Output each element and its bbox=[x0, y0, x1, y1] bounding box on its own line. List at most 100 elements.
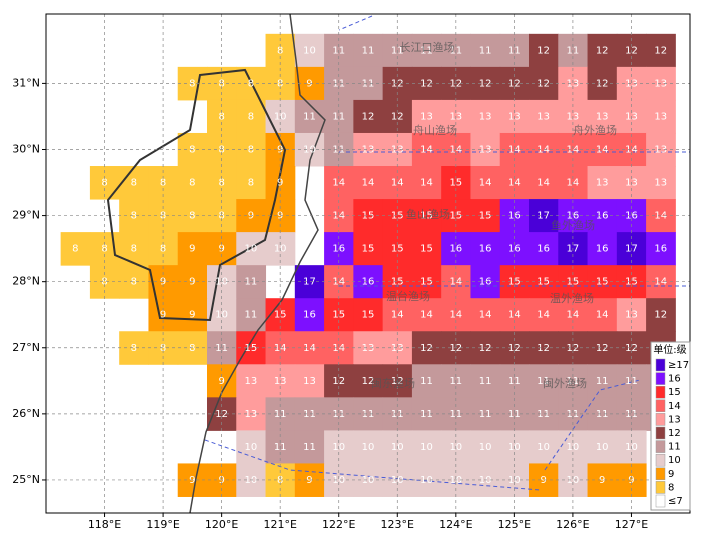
legend-swatch bbox=[655, 440, 666, 453]
wind-level: 12 bbox=[420, 343, 433, 354]
wind-cell bbox=[529, 298, 559, 332]
wind-level: 12 bbox=[596, 78, 609, 89]
wind-level: 14 bbox=[449, 277, 462, 288]
wind-level: 13 bbox=[537, 111, 550, 122]
wind-cell bbox=[470, 33, 501, 68]
wind-cell bbox=[587, 364, 618, 398]
wind-level: 11 bbox=[332, 409, 345, 420]
wind-cell bbox=[236, 232, 267, 266]
wind-level: 11 bbox=[508, 409, 521, 420]
wind-level: 10 bbox=[420, 475, 433, 486]
x-tick-label: 120°E bbox=[205, 518, 238, 531]
wind-level: 8 bbox=[189, 343, 195, 354]
wind-cell bbox=[177, 232, 208, 266]
wind-level: 11 bbox=[537, 409, 550, 420]
wind-level: 9 bbox=[540, 475, 546, 486]
wind-level: 12 bbox=[479, 78, 492, 89]
wind-level: 12 bbox=[362, 111, 375, 122]
wind-level: 11 bbox=[449, 409, 462, 420]
fishery-label: 舟山渔场 bbox=[413, 123, 457, 137]
wind-level: 14 bbox=[362, 178, 375, 189]
wind-level: 11 bbox=[625, 409, 638, 420]
y-tick-label: 30°N bbox=[12, 142, 40, 155]
wind-cell bbox=[587, 33, 618, 68]
legend-label: 15 bbox=[668, 387, 681, 398]
wind-level: 13 bbox=[654, 144, 667, 155]
wind-level: 10 bbox=[215, 277, 228, 288]
wind-level: 10 bbox=[449, 475, 462, 486]
y-tick-label: 25°N bbox=[12, 473, 40, 486]
wind-level: 11 bbox=[362, 409, 375, 420]
wind-level: 10 bbox=[391, 475, 404, 486]
wind-level: 9 bbox=[189, 475, 195, 486]
wind-level: 9 bbox=[599, 475, 605, 486]
y-tick-label: 29°N bbox=[12, 209, 40, 222]
wind-level: 13 bbox=[391, 144, 404, 155]
wind-level: 15 bbox=[391, 277, 404, 288]
wind-level: 14 bbox=[508, 144, 521, 155]
wind-cell bbox=[470, 364, 501, 398]
wind-level: 13 bbox=[567, 78, 580, 89]
y-tick-label: 28°N bbox=[12, 275, 40, 288]
legend-swatch bbox=[655, 494, 666, 508]
wind-cell bbox=[411, 364, 442, 398]
wind-level: 8 bbox=[189, 211, 195, 222]
wind-cell bbox=[353, 99, 384, 134]
wind-cell bbox=[411, 166, 442, 200]
wind-level: 8 bbox=[277, 78, 283, 89]
wind-level: 13 bbox=[362, 343, 375, 354]
x-tick-label: 121°E bbox=[263, 518, 296, 531]
legend-label: 11 bbox=[668, 442, 681, 453]
wind-level: 8 bbox=[189, 178, 195, 189]
wind-level: 8 bbox=[248, 178, 254, 189]
wind-level: 9 bbox=[189, 310, 195, 321]
wind-level: 10 bbox=[508, 475, 521, 486]
wind-level: 16 bbox=[567, 211, 580, 222]
wind-level: 12 bbox=[391, 78, 404, 89]
wind-cell bbox=[236, 166, 267, 200]
wind-level: 12 bbox=[362, 376, 375, 387]
legend-label: 14 bbox=[668, 401, 681, 412]
wind-cell bbox=[529, 232, 559, 266]
wind-cell bbox=[587, 166, 618, 200]
wind-level: 16 bbox=[596, 244, 609, 255]
wind-level: 11 bbox=[596, 376, 609, 387]
wind-level: 11 bbox=[420, 409, 433, 420]
wind-level: 14 bbox=[274, 343, 287, 354]
wind-level: 13 bbox=[654, 178, 667, 189]
wind-level: 12 bbox=[654, 45, 667, 56]
wind-cell bbox=[119, 232, 149, 266]
wind-level: 12 bbox=[625, 343, 638, 354]
wind-cell bbox=[353, 430, 384, 464]
wind-level: 14 bbox=[332, 277, 345, 288]
wind-level: 14 bbox=[567, 144, 580, 155]
wind-cell bbox=[294, 364, 325, 398]
wind-level: 10 bbox=[479, 475, 492, 486]
legend-label: 9 bbox=[668, 469, 674, 480]
legend-swatch bbox=[655, 399, 666, 413]
wind-level: 15 bbox=[596, 277, 609, 288]
x-tick-label: 124°E bbox=[439, 518, 472, 531]
wind-level: 14 bbox=[420, 144, 433, 155]
fishery-label: 鱼外渔场 bbox=[551, 218, 595, 232]
wind-level: 10 bbox=[303, 144, 316, 155]
wind-level: 9 bbox=[160, 277, 166, 288]
wind-cell bbox=[470, 298, 501, 332]
wind-level: 15 bbox=[362, 310, 375, 321]
wind-cell bbox=[529, 33, 559, 68]
wind-level: 13 bbox=[625, 78, 638, 89]
wind-level: 9 bbox=[277, 144, 283, 155]
legend-label: 10 bbox=[668, 455, 681, 466]
wind-level: 12 bbox=[449, 78, 462, 89]
x-tick-label: 123°E bbox=[381, 518, 414, 531]
wind-level: 12 bbox=[537, 78, 550, 89]
wind-level: 9 bbox=[628, 475, 634, 486]
wind-level: 15 bbox=[391, 211, 404, 222]
wind-level: 13 bbox=[303, 376, 316, 387]
wind-level: 10 bbox=[420, 442, 433, 453]
wind-level: 11 bbox=[479, 376, 492, 387]
legend-label: 8 bbox=[668, 482, 674, 493]
wind-level: 14 bbox=[654, 277, 667, 288]
wind-cell bbox=[646, 232, 676, 266]
wind-cell bbox=[587, 99, 618, 134]
